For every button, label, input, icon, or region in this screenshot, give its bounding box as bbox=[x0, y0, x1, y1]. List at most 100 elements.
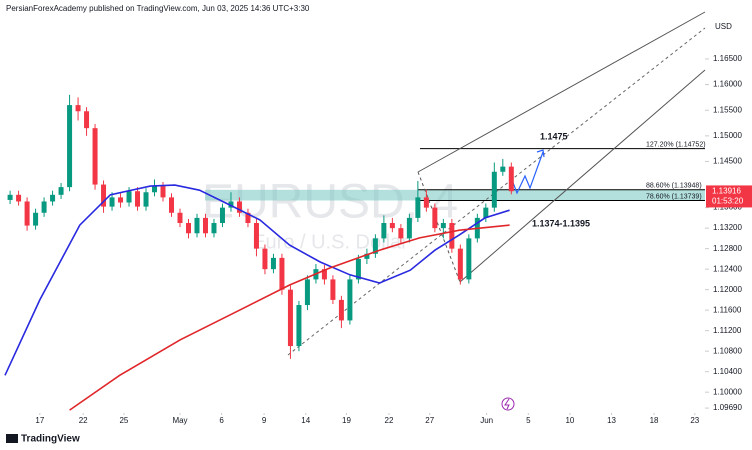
candle-body bbox=[457, 248, 463, 280]
candle-body bbox=[75, 105, 81, 112]
event-icon bbox=[501, 397, 515, 411]
candle-body bbox=[7, 194, 13, 200]
y-tick-label: 1.14500 bbox=[713, 157, 742, 166]
y-tick-label: 1.15500 bbox=[713, 105, 742, 114]
candle-body bbox=[321, 269, 327, 280]
y-tick-label: 1.11200 bbox=[713, 326, 742, 335]
candle-body bbox=[84, 111, 90, 129]
channel-upper bbox=[417, 11, 706, 173]
candle-body bbox=[423, 197, 429, 208]
y-tick-label: 1.10000 bbox=[713, 387, 742, 396]
candle-body bbox=[491, 171, 497, 208]
projection-arrow bbox=[536, 149, 545, 158]
candle-body bbox=[381, 223, 387, 239]
candle-body bbox=[160, 186, 166, 198]
candle-body bbox=[347, 279, 353, 321]
x-tick-label: 6 bbox=[219, 416, 224, 425]
x-tick-label: 17 bbox=[35, 416, 44, 425]
candle-body bbox=[118, 197, 124, 203]
candle-body bbox=[483, 207, 489, 218]
candle-body bbox=[194, 217, 200, 234]
candle-body bbox=[304, 279, 310, 306]
candle-body bbox=[50, 194, 56, 202]
y-tick-label: 1.15000 bbox=[713, 131, 742, 140]
candle-body bbox=[58, 187, 64, 195]
candle-body bbox=[135, 191, 141, 207]
candle-body bbox=[466, 238, 472, 280]
candle-body bbox=[185, 223, 191, 234]
candle-body bbox=[279, 257, 285, 290]
candle-body bbox=[355, 258, 361, 280]
y-tick-label: 1.10800 bbox=[713, 346, 742, 355]
candle-body bbox=[449, 223, 455, 249]
candle-body bbox=[432, 207, 438, 229]
x-tick-label: 22 bbox=[385, 416, 394, 425]
candle-body bbox=[202, 217, 208, 234]
moving-average bbox=[4, 184, 510, 376]
footer: TradingView bbox=[21, 434, 80, 445]
logo-icon bbox=[6, 434, 18, 443]
candle-body bbox=[364, 253, 370, 259]
projection-path bbox=[511, 151, 544, 195]
x-tick-label: Jun bbox=[480, 416, 493, 425]
countdown: 01:53:20 bbox=[712, 197, 744, 206]
y-tick-label: 1.16000 bbox=[713, 80, 742, 89]
fib-zone bbox=[205, 189, 705, 201]
candle-body bbox=[24, 201, 30, 226]
x-tick-label: 23 bbox=[690, 416, 699, 425]
candle-body bbox=[228, 201, 234, 208]
candle-body bbox=[219, 207, 225, 224]
candle-body bbox=[389, 223, 395, 229]
watermark: EURUSD, 4 bbox=[202, 176, 458, 229]
candle-body bbox=[270, 257, 276, 270]
x-tick-label: 13 bbox=[607, 416, 616, 425]
x-tick-label: 14 bbox=[301, 416, 310, 425]
candle-body bbox=[262, 248, 268, 270]
y-tick-label: 1.09690 bbox=[713, 403, 742, 412]
candle-body bbox=[143, 192, 149, 207]
candle-body bbox=[500, 166, 506, 172]
x-tick-label: 25 bbox=[119, 416, 128, 425]
candle-body bbox=[440, 223, 446, 229]
candle-body bbox=[92, 128, 98, 185]
y-tick-label: 1.13200 bbox=[713, 223, 742, 232]
plot bbox=[4, 94, 514, 411]
candle-body bbox=[245, 212, 251, 224]
event-bolt bbox=[504, 398, 510, 410]
candle-body bbox=[152, 186, 158, 193]
candle-body bbox=[126, 191, 132, 203]
y-tick-label: 1.12400 bbox=[713, 264, 742, 273]
y-tick-label: 1.12000 bbox=[713, 285, 742, 294]
last-price: 1.13916 bbox=[712, 187, 741, 196]
swing-line bbox=[417, 171, 461, 283]
candle-body bbox=[372, 238, 378, 254]
y-tick-label: 1.10400 bbox=[713, 367, 742, 376]
annotation: 1.1374-1.1395 bbox=[532, 218, 590, 228]
x-tick-label: 27 bbox=[425, 416, 434, 425]
candle-body bbox=[398, 228, 404, 239]
x-tick-label: 19 bbox=[342, 416, 351, 425]
x-tick-label: 10 bbox=[565, 416, 574, 425]
candle-body bbox=[296, 305, 302, 347]
last-price-box bbox=[706, 185, 752, 208]
candle-body bbox=[177, 212, 183, 224]
candle-body bbox=[406, 217, 412, 239]
candle-body bbox=[253, 223, 259, 249]
candle-body bbox=[211, 223, 217, 234]
watermark-subtitle: Euro / U.S. Dollar bbox=[252, 231, 408, 253]
header: PersianForexAcademy published on Trading… bbox=[6, 4, 310, 13]
candle-body bbox=[41, 201, 47, 213]
x-tick-label: 5 bbox=[526, 416, 531, 425]
x-tick-label: 9 bbox=[262, 416, 267, 425]
candle-body bbox=[330, 279, 336, 300]
channel-lower bbox=[459, 69, 706, 283]
candle-body bbox=[109, 197, 115, 207]
candle-body bbox=[415, 197, 421, 218]
x-tick-label: 18 bbox=[650, 416, 659, 425]
y-tick-label: 1.11600 bbox=[713, 305, 742, 314]
candle-body bbox=[101, 184, 107, 207]
moving-average bbox=[69, 224, 510, 411]
y-tick-label: 1.12800 bbox=[713, 244, 742, 253]
